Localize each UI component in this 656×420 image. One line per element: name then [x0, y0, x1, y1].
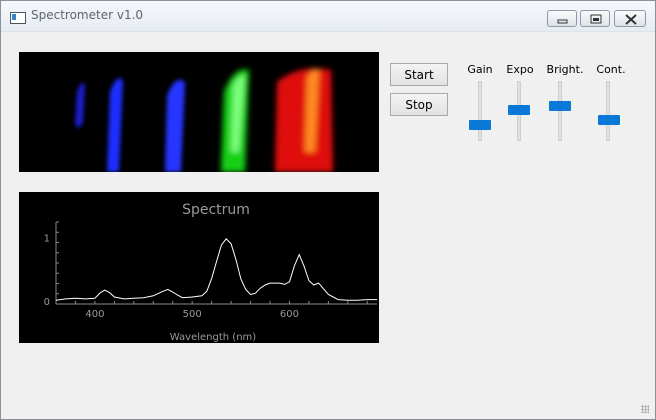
- restore-icon: [590, 14, 602, 24]
- contrast-label: Cont.: [596, 63, 626, 76]
- spectrum-plot: Spectrum Wavelength (nm) 400 500 600 0 1: [19, 192, 379, 343]
- expo-slider-handle[interactable]: [508, 105, 530, 115]
- brightness-slider-track[interactable]: [558, 81, 562, 141]
- x-tick-label: 600: [280, 309, 299, 320]
- close-icon: [625, 14, 637, 25]
- gain-slider-handle[interactable]: [469, 119, 491, 130]
- resize-grip[interactable]: [641, 405, 649, 413]
- contrast-slider-handle[interactable]: [598, 115, 620, 125]
- red-band: [275, 68, 333, 172]
- y-tick-label: 1: [44, 234, 50, 245]
- gain-label: Gain: [467, 63, 493, 76]
- x-tick-label: 500: [183, 309, 202, 320]
- minimize-button[interactable]: [547, 10, 577, 27]
- green-band: [221, 69, 249, 172]
- restore-button[interactable]: [580, 10, 610, 27]
- gain-slider-track[interactable]: [478, 81, 482, 141]
- camera-preview: [19, 52, 379, 172]
- blue-band-2: [165, 79, 185, 172]
- minimize-icon: [557, 19, 568, 24]
- app-icon: [10, 12, 26, 24]
- y-tick-label: 0: [44, 297, 50, 308]
- x-tick-label: 400: [85, 309, 104, 320]
- expo-label: Expo: [506, 63, 534, 76]
- camera-image: [75, 68, 333, 172]
- contrast-slider-track[interactable]: [606, 81, 610, 141]
- spectrum-chart: Spectrum Wavelength (nm) 400 500 600 0 1: [44, 202, 377, 343]
- blue-band-1: [107, 78, 123, 172]
- brightness-slider-handle[interactable]: [549, 100, 571, 111]
- stop-button[interactable]: Stop: [390, 93, 448, 116]
- start-button[interactable]: Start: [390, 63, 448, 86]
- brightness-label: Bright.: [546, 63, 584, 76]
- x-axis-label: Wavelength (nm): [170, 332, 256, 343]
- spectrum-line: [55, 238, 377, 301]
- close-button[interactable]: [614, 10, 646, 27]
- violet-band: [75, 83, 85, 128]
- window-title: Spectrometer v1.0: [31, 8, 144, 22]
- chart-title: Spectrum: [182, 202, 250, 218]
- title-bar[interactable]: Spectrometer v1.0: [1, 1, 655, 32]
